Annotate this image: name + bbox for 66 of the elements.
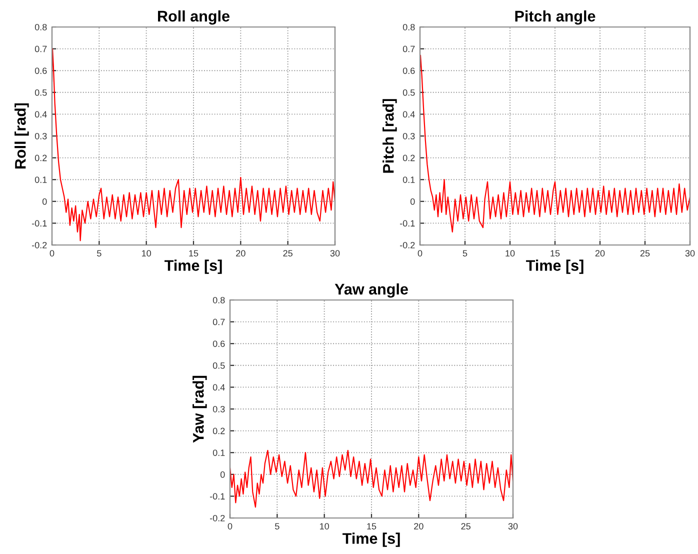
y-tick-label: 0.6 bbox=[402, 68, 415, 74]
y-tick-label: 0 bbox=[42, 198, 47, 205]
x-tick-label: 15 bbox=[367, 523, 376, 530]
y-tick-label: 0.2 bbox=[402, 154, 415, 162]
y-tick-label: 0.4 bbox=[212, 384, 225, 391]
y-tick-label: -0.1 bbox=[210, 493, 225, 500]
y-axis-title: Yaw [rad] bbox=[192, 376, 207, 443]
x-tick-label: 10 bbox=[320, 523, 329, 530]
y-tick-label: 0.8 bbox=[34, 24, 47, 30]
x-tick-label: 30 bbox=[508, 523, 518, 530]
y-tick-label: -0.2 bbox=[210, 514, 225, 522]
x-tick-label: 15 bbox=[189, 250, 198, 256]
chart-title: Yaw angle bbox=[334, 283, 408, 298]
y-axis-title: Roll [rad] bbox=[14, 103, 29, 168]
y-tick-label: 0.7 bbox=[34, 46, 47, 52]
x-tick-label: 20 bbox=[595, 250, 605, 256]
y-tick-label: 0.4 bbox=[402, 111, 415, 118]
y-tick-label: -0.1 bbox=[32, 220, 47, 227]
y-tick-label: 0.4 bbox=[34, 111, 47, 118]
y-tick-label: 0 bbox=[410, 198, 415, 205]
y-tick-label: -0.2 bbox=[400, 242, 415, 248]
y-tick-label: 0.8 bbox=[402, 24, 415, 30]
y-tick-label: -0.2 bbox=[32, 242, 47, 248]
y-tick-label: 0.7 bbox=[402, 46, 415, 52]
y-tick-label: 0.2 bbox=[212, 428, 225, 434]
x-tick-label: 5 bbox=[97, 250, 102, 256]
x-tick-label: 30 bbox=[685, 250, 695, 256]
y-tick-label: 0.1 bbox=[402, 176, 415, 183]
line-series bbox=[52, 48, 335, 242]
y-tick-label: 0.5 bbox=[402, 89, 415, 96]
x-axis-title: Time [s] bbox=[342, 532, 400, 547]
x-tick-label: 20 bbox=[236, 250, 246, 256]
x-tick-label: 0 bbox=[50, 250, 54, 256]
chart-title: Roll angle bbox=[158, 10, 230, 25]
y-tick-label: 0.8 bbox=[212, 296, 225, 304]
chart-title: Pitch angle bbox=[515, 10, 596, 25]
x-tick-label: 25 bbox=[283, 250, 292, 256]
x-tick-label: 5 bbox=[275, 523, 280, 530]
x-tick-label: 25 bbox=[461, 523, 470, 530]
y-tick-label: 0.1 bbox=[34, 176, 47, 183]
y-tick-label: -0.1 bbox=[400, 220, 415, 227]
x-tick-label: 20 bbox=[414, 523, 424, 530]
x-axis-title: Time [s] bbox=[164, 260, 222, 274]
y-tick-label: 0.6 bbox=[34, 68, 47, 74]
x-tick-label: 5 bbox=[462, 250, 468, 256]
y-tick-label: 0.5 bbox=[34, 89, 47, 96]
y-tick-label: 0.6 bbox=[212, 340, 225, 347]
y-tick-label: 0.5 bbox=[212, 362, 225, 369]
x-tick-label: 0 bbox=[418, 250, 422, 256]
y-axis-title: Pitch [rad] bbox=[382, 99, 397, 173]
x-axis-title: Time [s] bbox=[526, 260, 584, 274]
y-tick-label: 0.3 bbox=[34, 132, 47, 140]
x-tick-label: 10 bbox=[142, 250, 151, 256]
x-tick-label: 0 bbox=[228, 523, 232, 530]
line-series bbox=[420, 54, 690, 232]
x-tick-label: 30 bbox=[330, 250, 340, 256]
y-tick-label: 0 bbox=[220, 471, 225, 478]
x-tick-label: 15 bbox=[550, 250, 560, 256]
y-tick-label: 0.7 bbox=[212, 318, 225, 326]
x-tick-label: 25 bbox=[640, 250, 650, 256]
y-tick-label: 0.3 bbox=[402, 132, 415, 140]
y-tick-label: 0.2 bbox=[34, 154, 47, 162]
x-tick-label: 10 bbox=[506, 250, 515, 256]
y-tick-label: 0.1 bbox=[212, 450, 225, 456]
y-tick-label: 0.3 bbox=[212, 406, 225, 412]
line-series bbox=[230, 450, 513, 508]
